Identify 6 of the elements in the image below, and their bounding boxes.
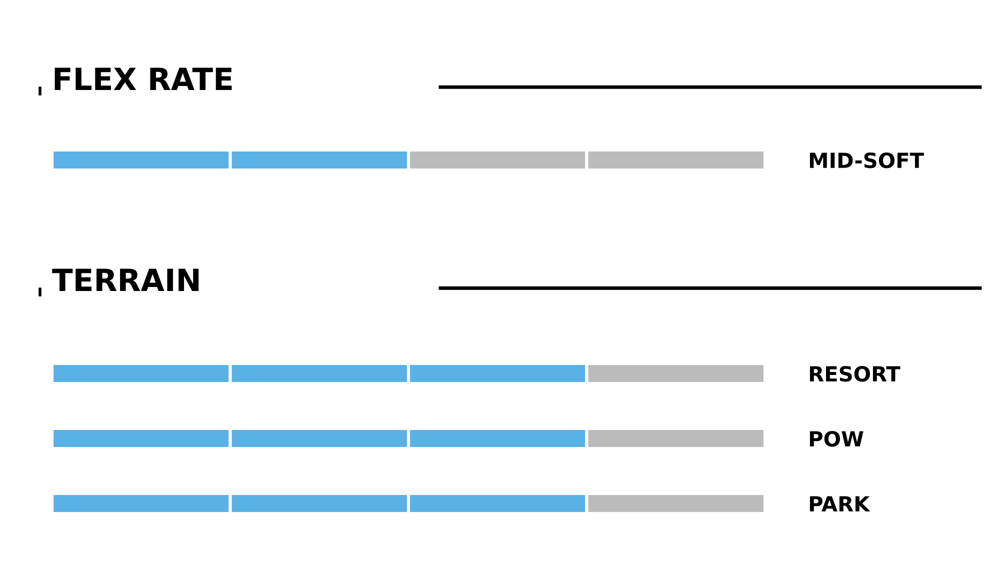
y-tick-label: MID-SOFT: [810, 152, 924, 168]
y-tick-label: RESORT: [810, 366, 900, 382]
y-tick-label: PARK: [810, 496, 870, 512]
y-tick-label: POW: [810, 430, 864, 447]
chart-title: TERRAIN: [52, 268, 199, 291]
chart-title: FLEX RATE: [54, 68, 232, 90]
